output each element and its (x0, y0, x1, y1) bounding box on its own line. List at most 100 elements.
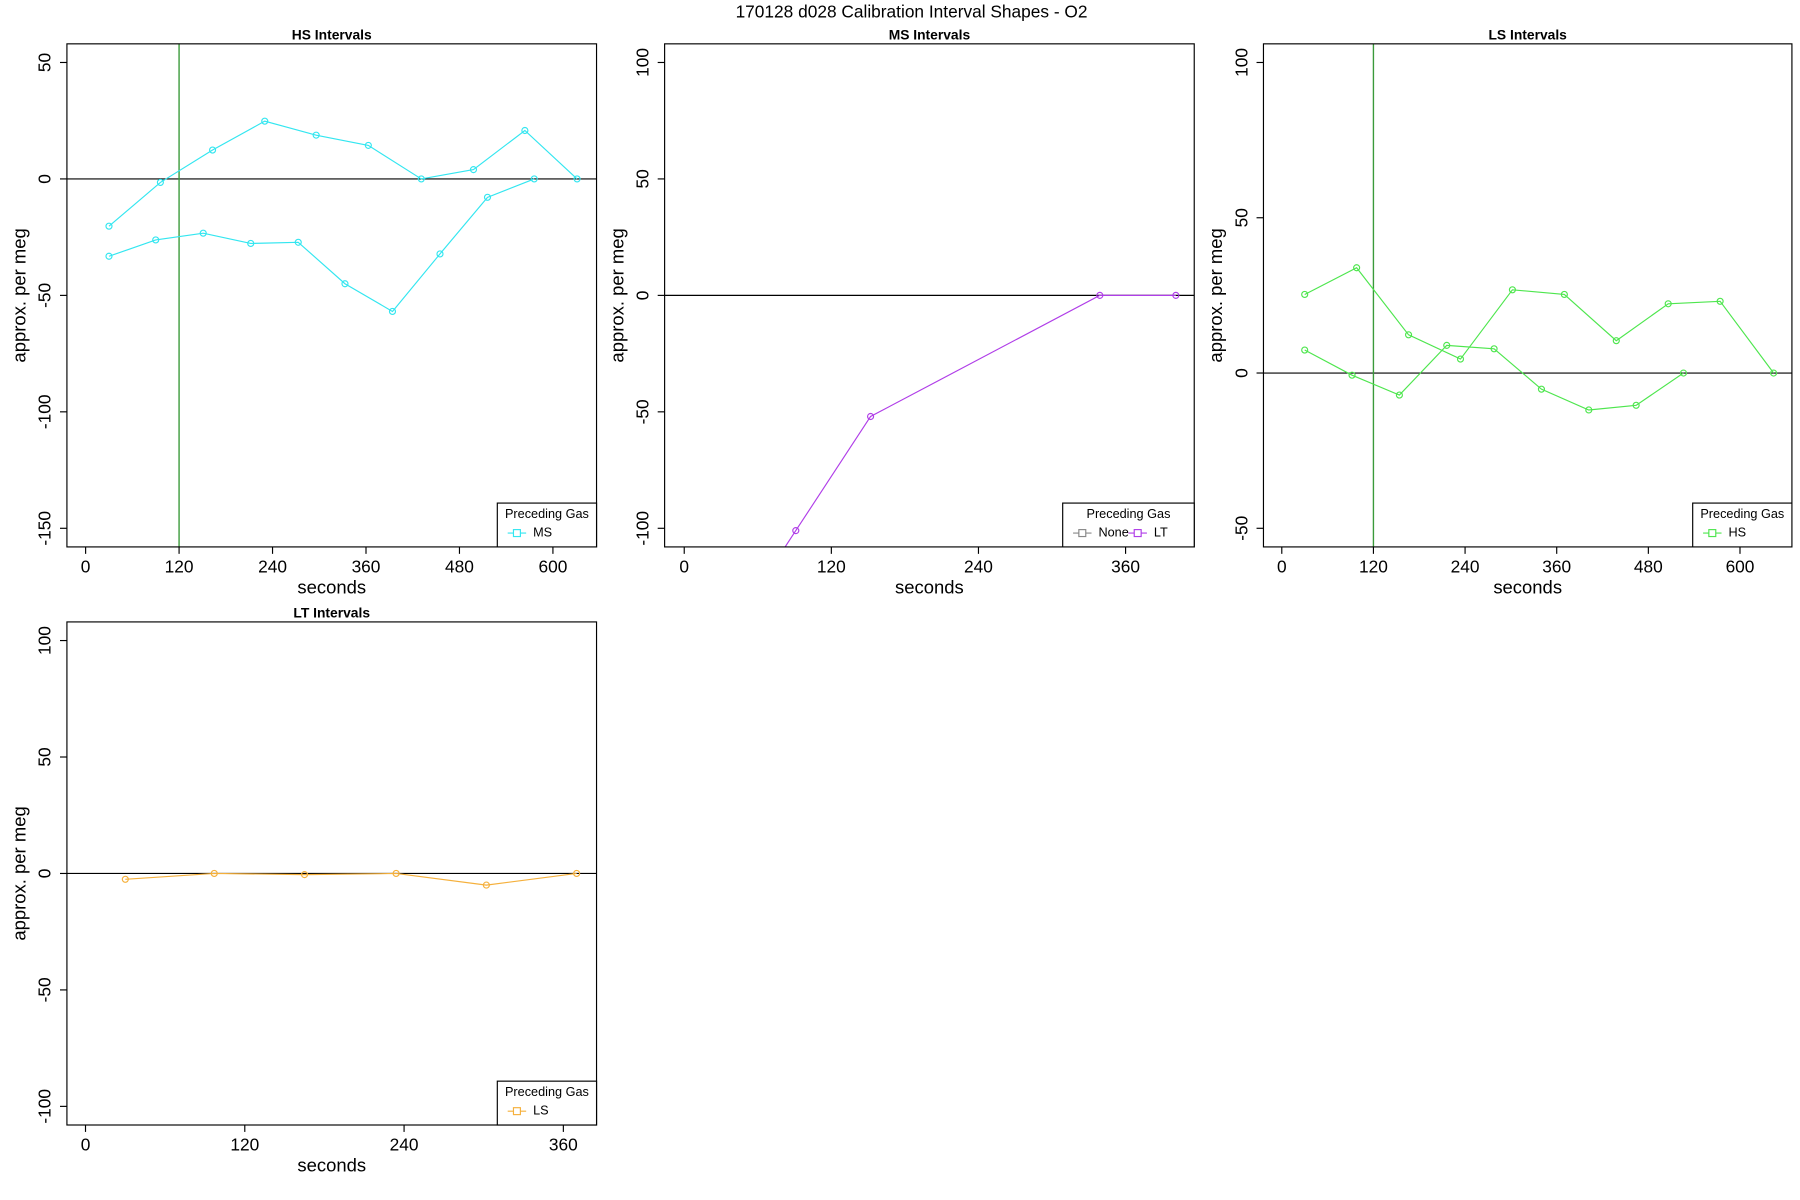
plot-area (1263, 43, 1792, 547)
x-axis-label: seconds (895, 576, 964, 597)
legend-title: Preceding Gas (1086, 507, 1170, 521)
point (482, 881, 490, 889)
x-tick-label: 480 (1634, 556, 1663, 576)
legend-marker (512, 529, 521, 538)
point (1404, 331, 1413, 339)
point (341, 280, 349, 288)
x-tick-label: 480 (445, 556, 474, 576)
plot-area (66, 869, 597, 889)
y-tick-label: 0 (1231, 368, 1251, 378)
point (152, 236, 160, 244)
point (392, 869, 400, 878)
point (436, 250, 444, 258)
x-tick-label: 120 (165, 556, 194, 576)
point (1096, 291, 1104, 299)
legend: Preceding Gas HS (1692, 502, 1793, 548)
legend-box (496, 502, 598, 548)
legend-title: Preceding Gas (505, 507, 589, 521)
point (867, 412, 875, 421)
point (312, 131, 320, 139)
point (208, 146, 217, 154)
legend: Preceding Gas MS (496, 502, 598, 548)
x-tick-label: 0 (81, 1134, 91, 1154)
y-tick-label: -50 (632, 399, 652, 424)
y-axis-label: approx. per meg (606, 228, 627, 362)
legend-marker (512, 1107, 521, 1116)
point (1560, 290, 1568, 299)
x-tick-label: 240 (1451, 556, 1480, 576)
x-axis-label: seconds (297, 1154, 366, 1175)
point (1456, 355, 1465, 363)
legend-title: Preceding Gas (1700, 507, 1784, 521)
legend-box (1692, 502, 1793, 548)
point (521, 126, 529, 135)
legend-marker (1708, 529, 1717, 538)
x-tick-label: 240 (964, 556, 993, 576)
point (261, 117, 269, 125)
x-tick-label: 360 (549, 1134, 578, 1154)
x-tick-label: 0 (679, 556, 689, 576)
legend-marker (1133, 529, 1142, 538)
legend-label: MS (533, 525, 552, 539)
y-tick-label: 100 (632, 48, 652, 77)
y-axis-label: approx. per meg (9, 228, 30, 362)
x-tick-label: 0 (81, 556, 91, 576)
x-tick-label: 120 (230, 1134, 259, 1154)
y-tick-label: -50 (35, 283, 55, 308)
point (1664, 300, 1672, 308)
point (530, 175, 538, 183)
point (1770, 369, 1778, 377)
y-tick-label: 50 (35, 53, 55, 72)
point (573, 175, 581, 183)
series-line (784, 294, 1176, 547)
x-tick-label: 120 (1359, 556, 1388, 576)
x-axis-label: seconds (1493, 576, 1562, 597)
chart-title: MS Intervals (889, 26, 971, 42)
y-tick-label: -50 (35, 977, 55, 1002)
y-tick-label: 50 (35, 747, 55, 766)
y-tick-label: 100 (1231, 48, 1251, 77)
y-axis-label: approx. per meg (9, 806, 30, 940)
point (573, 869, 581, 878)
point (792, 527, 800, 535)
point (1348, 371, 1356, 379)
legend: Preceding Gas None LT (1062, 502, 1195, 548)
x-tick-label: 600 (1726, 556, 1755, 576)
point (105, 252, 113, 260)
legend-box (496, 1080, 598, 1126)
plot-area (664, 291, 1195, 547)
x-tick-label: 600 (538, 556, 567, 576)
y-tick-label: 0 (35, 869, 55, 879)
x-tick-label: 0 (1277, 556, 1287, 576)
x-tick-label: 240 (258, 556, 287, 576)
plot-frame (66, 43, 598, 548)
point (1301, 346, 1309, 354)
y-tick-label: 50 (632, 169, 652, 188)
y-tick-label: -100 (632, 511, 652, 546)
point (247, 239, 255, 248)
y-tick-label: -100 (35, 1089, 55, 1124)
x-axis-label: seconds (297, 576, 366, 597)
y-tick-label: 0 (35, 174, 55, 184)
legend: Preceding Gas LS (496, 1080, 598, 1126)
point (1443, 341, 1451, 349)
point (1172, 291, 1180, 299)
point (1632, 401, 1640, 409)
point (1508, 286, 1516, 294)
chart-title: LT Intervals (293, 605, 370, 621)
point (1585, 406, 1593, 414)
point (1395, 391, 1403, 399)
x-tick-label: 240 (390, 1134, 419, 1154)
y-tick-label: 50 (1231, 208, 1251, 227)
y-tick-label: 100 (35, 626, 55, 655)
series-line (125, 872, 577, 886)
legend-label: LT (1154, 525, 1168, 539)
plot-frame (1262, 43, 1793, 548)
point (469, 166, 478, 174)
legend-label: HS (1728, 525, 1746, 539)
point (156, 178, 164, 187)
point (1716, 297, 1724, 305)
plot-frame (66, 621, 598, 1126)
point (1490, 345, 1498, 353)
